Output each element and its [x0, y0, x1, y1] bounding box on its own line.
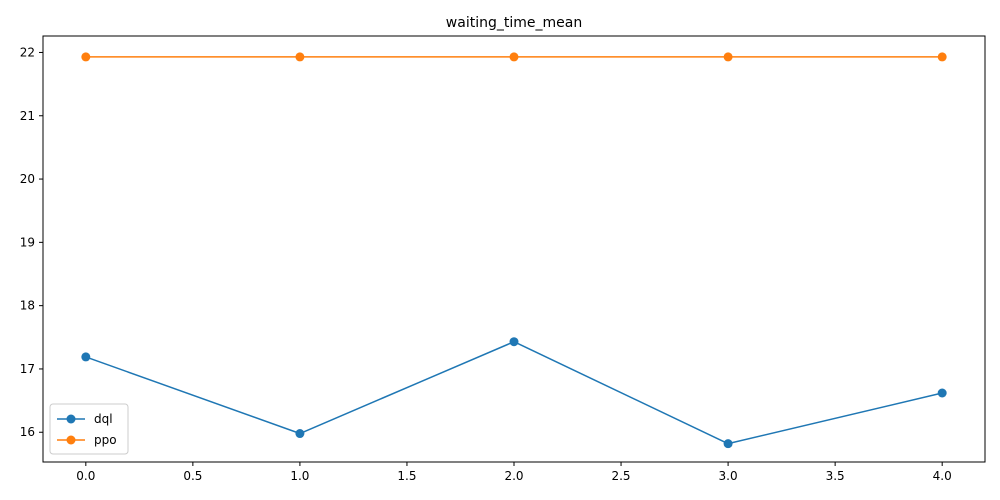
data-point-dql: [723, 439, 733, 449]
x-tick-label: 0.0: [76, 469, 95, 483]
legend-marker-ppo: [66, 435, 76, 445]
x-tick-label: 0.5: [183, 469, 202, 483]
x-tick-label: 2.5: [611, 469, 630, 483]
chart-title: waiting_time_mean: [446, 15, 582, 31]
x-tick-label: 1.0: [290, 469, 309, 483]
x-axis-ticks: 0.0 0.5 1.0 1.5 2.0 2.5 3.0 3.5 4.0: [76, 462, 952, 483]
data-point-dql: [81, 352, 91, 362]
y-tick-label: 17: [20, 362, 35, 376]
data-point-ppo: [295, 52, 305, 62]
data-point-dql: [295, 429, 305, 439]
legend-label-dql: dql: [94, 412, 113, 426]
y-tick-label: 16: [20, 425, 35, 439]
legend-label-ppo: ppo: [94, 433, 117, 447]
data-point-dql: [937, 388, 947, 398]
data-point-ppo: [723, 52, 733, 62]
legend-marker-dql: [66, 414, 76, 424]
y-tick-label: 22: [20, 45, 35, 59]
y-tick-label: 18: [20, 299, 35, 313]
x-tick-label: 4.0: [933, 469, 952, 483]
data-point-ppo: [937, 52, 947, 62]
x-tick-label: 1.5: [397, 469, 416, 483]
y-tick-label: 20: [20, 172, 35, 186]
series-layer: [81, 52, 947, 449]
y-axis-ticks: 16 17 18 19 20 21 22: [20, 45, 43, 439]
data-point-ppo: [509, 52, 519, 62]
data-point-ppo: [81, 52, 91, 62]
data-point-dql: [509, 337, 519, 347]
x-tick-label: 2.0: [504, 469, 523, 483]
legend: dql ppo: [49, 403, 129, 455]
y-tick-label: 19: [20, 235, 35, 249]
x-tick-label: 3.0: [719, 469, 738, 483]
y-tick-label: 21: [20, 109, 35, 123]
plot-area-frame: [42, 35, 986, 463]
x-tick-label: 3.5: [826, 469, 845, 483]
